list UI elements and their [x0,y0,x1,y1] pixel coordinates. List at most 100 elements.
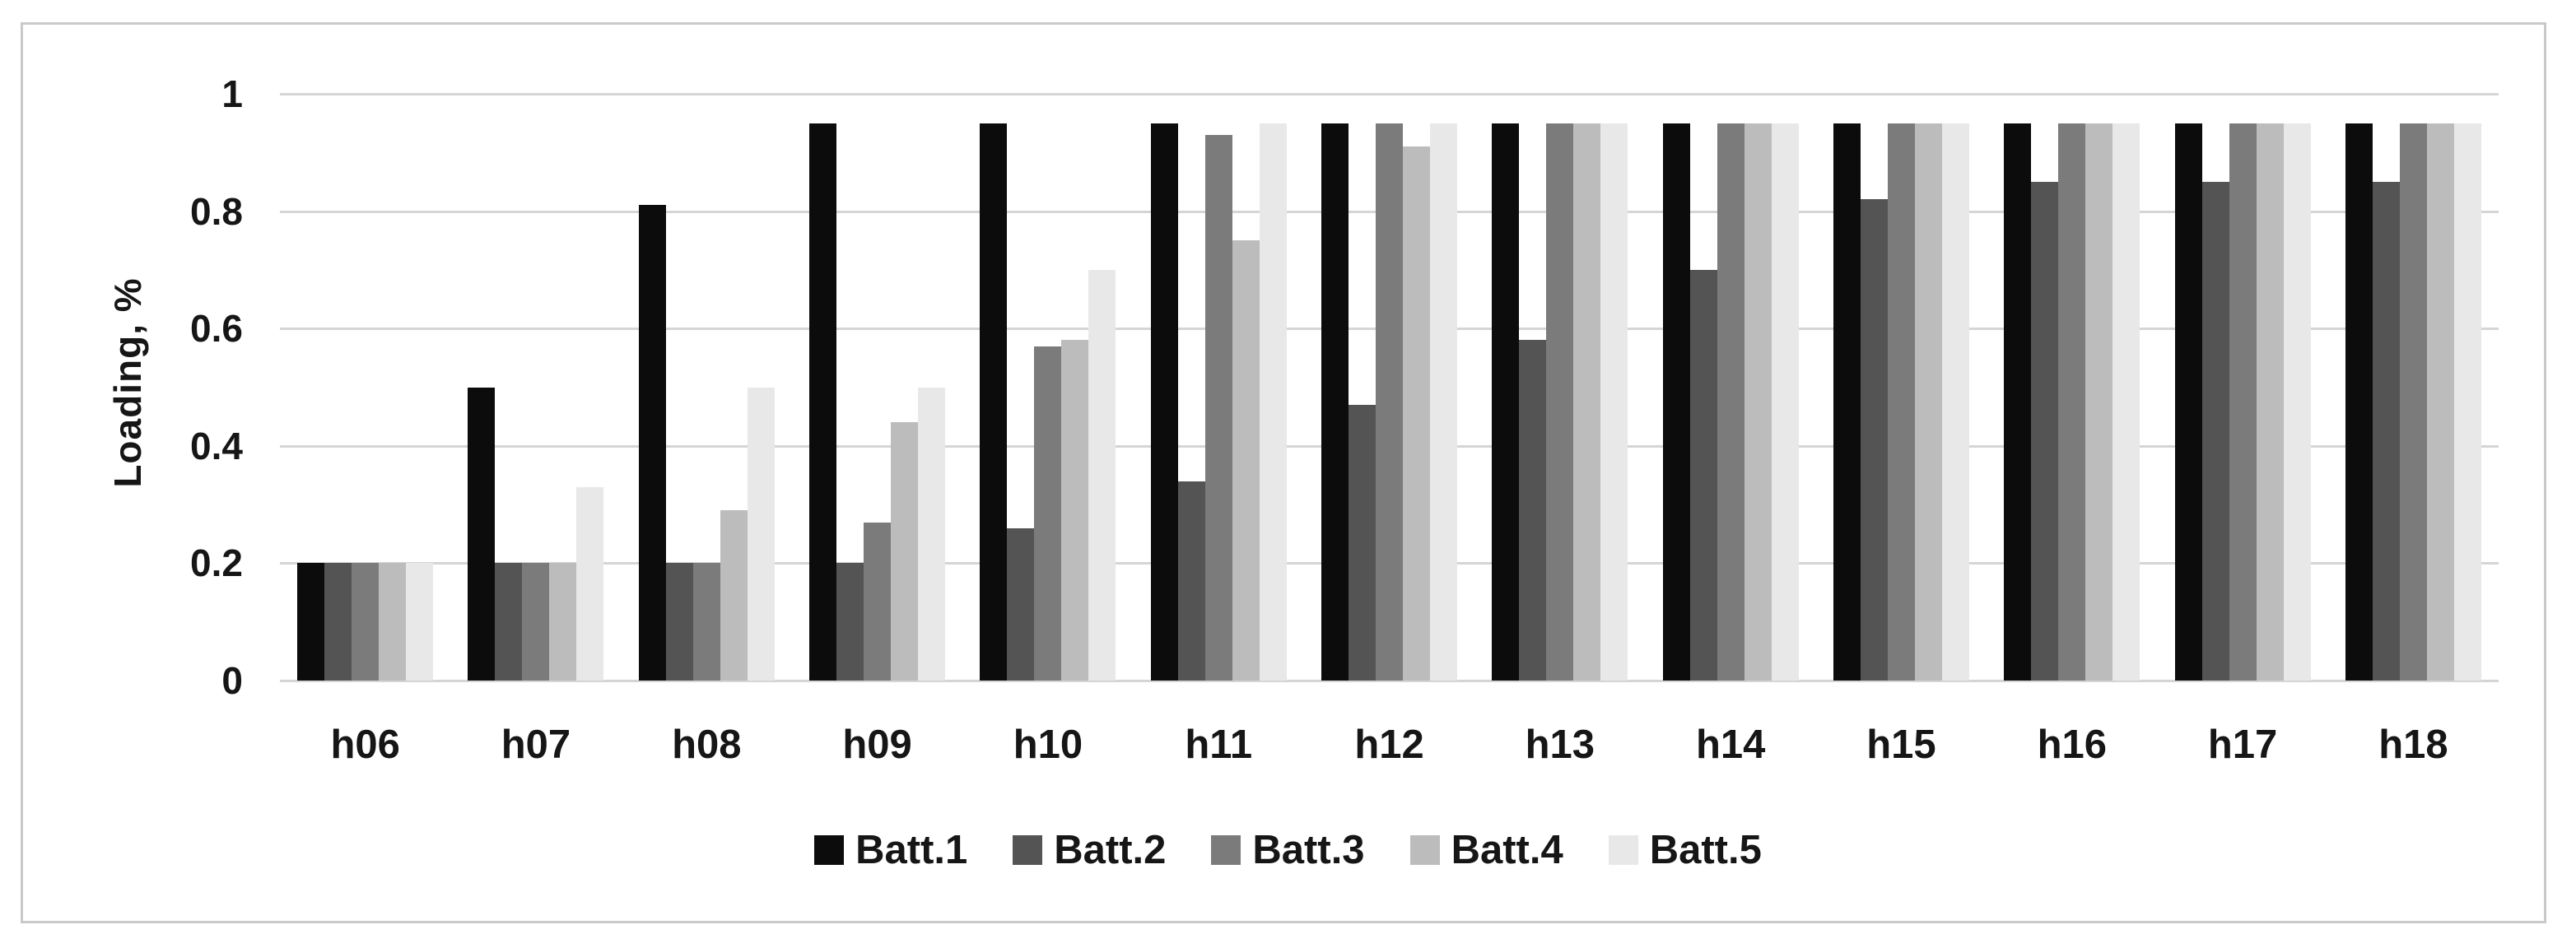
x-tick-label-h13: h13 [1525,723,1595,767]
bar-batt5-h16 [2113,123,2140,681]
bar-batt1-h14 [1662,123,1690,681]
bar-batt1-h15 [1833,123,1861,681]
bar-group-h12 [1304,94,1474,681]
legend-swatch-icon [1608,835,1638,865]
bar-batt2-h13 [1519,340,1547,681]
bar-group-h10 [962,94,1133,681]
bar-groups [280,94,2499,681]
bar-batt2-h07 [495,563,523,681]
y-tick-label: 0.4 [190,425,243,467]
bar-batt1-h12 [1321,123,1349,681]
legend-label: Batt.4 [1451,828,1563,872]
bar-batt3-h17 [2229,123,2257,681]
x-tick-label-h08: h08 [672,723,742,767]
bar-batt4-h16 [2085,123,2113,681]
bar-group-h14 [1646,94,1816,681]
bar-batt5-h14 [1771,123,1799,681]
bar-batt3-h14 [1717,123,1745,681]
x-tick-label-h09: h09 [842,723,912,767]
bar-batt1-h18 [2345,123,2373,681]
bar-group-h16 [1987,94,2157,681]
bar-batt4-h10 [1061,340,1089,681]
bar-batt5-h06 [406,563,434,681]
bar-batt1-h17 [2174,123,2202,681]
gridline [280,93,2499,95]
bar-group-h17 [2157,94,2327,681]
bar-batt5-h12 [1430,123,1458,681]
bar-batt4-h06 [379,563,407,681]
x-tick-label-h14: h14 [1695,723,1766,767]
legend-item-batt5: Batt.5 [1608,827,1762,873]
plot-area [280,93,2499,682]
bar-batt3-h18 [2399,123,2427,681]
bar-batt2-h18 [2372,181,2400,681]
bar-batt3-h11 [1204,134,1232,681]
bar-group-h07 [450,94,621,681]
bar-batt3-h07 [522,563,550,681]
gridline [280,680,2499,682]
bar-batt3-h06 [352,563,380,681]
legend-item-batt1: Batt.1 [814,827,967,873]
y-tick-label: 0.6 [190,307,243,350]
x-tick-label-h17: h17 [2207,723,2278,767]
bar-group-h09 [792,94,962,681]
legend-label: Batt.3 [1252,828,1365,872]
bar-batt4-h09 [891,422,919,681]
x-axis-tick-labels: h06 h07 h08 h09 h10 h11 h12 h13 h14 h15 h16 h17 h18 [280,722,2499,768]
legend-swatch-icon [1211,835,1241,865]
x-tick-label-h07: h07 [501,723,571,767]
x-tick-label-h11: h11 [1185,723,1253,767]
bar-batt3-h10 [1034,346,1062,681]
bar-batt2-h15 [1860,199,1888,681]
bar-group-h13 [1474,94,1645,681]
bar-batt3-h15 [1887,123,1915,681]
bar-group-h11 [1134,94,1304,681]
y-tick-label: 0.8 [190,190,243,233]
bar-group-h15 [1816,94,1987,681]
x-tick-label-h16: h16 [2037,723,2107,767]
bar-batt2-h11 [1177,481,1205,681]
bar-batt4-h17 [2256,123,2284,681]
bar-batt5-h15 [1941,123,1969,681]
bar-batt5-h11 [1259,123,1287,681]
x-tick-label-h10: h10 [1013,723,1083,767]
bar-batt5-h08 [747,387,775,681]
legend-item-batt2: Batt.2 [1013,827,1166,873]
y-tick-label: 0 [221,659,243,702]
bar-batt3-h08 [692,563,720,681]
bar-batt5-h13 [1600,123,1628,681]
bar-batt1-h10 [980,123,1008,681]
bar-batt1-h09 [809,123,837,681]
bar-batt5-h17 [2283,123,2311,681]
y-tick-label: 1 [221,72,243,115]
y-axis-tick-labels: 0 0.2 0.4 0.6 0.8 1 [0,0,243,948]
bar-batt2-h12 [1349,404,1377,681]
bar-batt4-h12 [1403,146,1431,681]
bar-group-h18 [2328,94,2499,681]
bar-batt4-h07 [549,563,577,681]
legend-swatch-icon [814,835,845,865]
legend-item-batt3: Batt.3 [1211,827,1365,873]
bar-batt3-h09 [864,522,892,681]
bar-batt1-h13 [1492,123,1520,681]
legend-swatch-icon [1013,835,1043,865]
bar-group-h08 [622,94,792,681]
bar-batt2-h17 [2201,181,2229,681]
bar-batt3-h12 [1376,123,1404,681]
bar-batt4-h08 [720,510,748,681]
bar-batt4-h15 [1914,123,1942,681]
legend: Batt.1 Batt.2 Batt.3 Batt.4 Batt.5 [0,827,2576,873]
x-tick-label-h18: h18 [2378,723,2448,767]
bar-batt1-h06 [297,563,325,681]
bar-batt5-h10 [1088,269,1116,681]
bar-batt5-h18 [2453,123,2481,681]
legend-label: Batt.5 [1649,828,1762,872]
bar-batt2-h16 [2031,181,2059,681]
legend-swatch-icon [1409,835,1440,865]
bar-batt4-h13 [1573,123,1601,681]
bar-batt5-h07 [576,486,604,681]
y-tick-label: 0.2 [190,541,243,584]
x-tick-label-h06: h06 [330,723,400,767]
legend-item-batt4: Batt.4 [1409,827,1563,873]
